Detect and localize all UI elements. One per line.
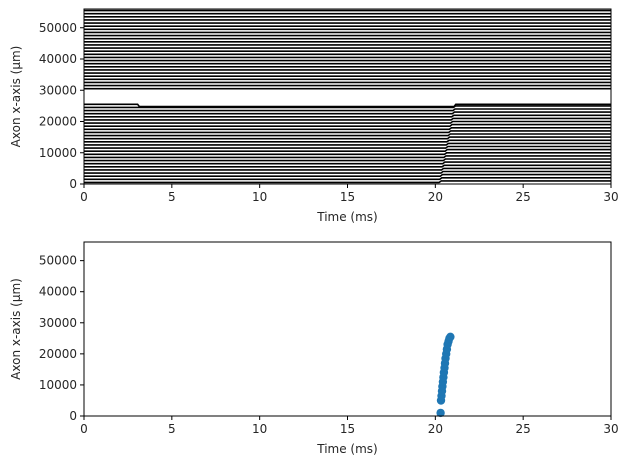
x-tick-label: 20 [428,190,443,204]
y-tick-label: 50000 [39,254,77,268]
raster-panel: 0 5 10 15 20 25 30 01000020000300004000050000 … [9,8,619,224]
spike-scatter-panel: 0 5 10 15 20 25 30 01000020000300004000050000 … [9,241,619,456]
y-tick-label: 30000 [39,83,77,97]
scatter-area [436,332,455,418]
y-tick-label: 20000 [39,347,77,361]
voltage-trace [84,139,611,143]
y-tick-label: 30000 [39,316,77,330]
y-axis-label: Axon x-axis (µm) [9,46,23,148]
voltage-trace [84,152,611,156]
x-tick-label: 0 [80,190,88,204]
voltage-trace [84,120,611,124]
x-tick-label: 20 [428,422,443,436]
voltage-trace [84,103,611,108]
voltage-trace [84,127,611,131]
x-tick-label: 25 [516,190,531,204]
spike-point [436,408,445,418]
voltage-trace [84,123,611,127]
x-axis-label: Time (ms) [316,210,378,224]
voltage-trace [84,114,611,118]
voltage-trace [84,148,611,152]
voltage-trace [84,133,611,137]
voltage-trace [84,130,611,134]
voltage-trace [84,117,611,121]
x-tick-label: 25 [516,422,531,436]
y-axis-label: Axon x-axis (µm) [9,278,23,380]
voltage-trace [84,164,611,168]
voltage-trace [84,161,611,165]
voltage-trace [84,136,611,140]
voltage-trace [84,108,611,112]
y-tick-label: 50000 [39,21,77,35]
voltage-trace [84,155,611,159]
x-tick-label: 10 [252,422,267,436]
trace-area [84,9,611,184]
x-tick-label: 15 [340,422,355,436]
axes-frame [83,241,612,417]
voltage-trace [84,173,611,177]
x-tick-label: 0 [80,422,88,436]
y-ticks: 0 10000 20000 30000 40000 50000 [39,21,84,191]
x-ticks: 0 5 10 15 20 25 30 [80,416,619,436]
voltage-trace [84,158,611,162]
y-tick-label: 40000 [39,285,77,299]
y-ticks: 0 10000 20000 30000 40000 50000 [39,254,84,423]
y-tick-label: 10000 [39,146,77,160]
x-tick-label: 5 [168,422,176,436]
x-tick-label: 5 [168,190,176,204]
y-tick-label: 0 [69,177,77,191]
voltage-trace [84,142,611,146]
x-tick-label: 30 [603,190,618,204]
y-tick-label: 40000 [39,52,77,66]
y-tick-label: 10000 [39,378,77,392]
spike-point [446,332,455,341]
y-tick-label: 20000 [39,115,77,129]
x-tick-label: 30 [603,422,618,436]
voltage-trace [84,177,611,181]
y-tick-label: 0 [69,409,77,423]
x-tick-label: 15 [340,190,355,204]
x-axis-label: Time (ms) [316,442,378,456]
x-tick-label: 10 [252,190,267,204]
voltage-trace [84,145,611,149]
voltage-trace [84,180,611,184]
voltage-trace [84,111,611,115]
voltage-trace [84,170,611,174]
voltage-trace [84,167,611,171]
x-ticks: 0 5 10 15 20 25 30 [80,184,619,204]
